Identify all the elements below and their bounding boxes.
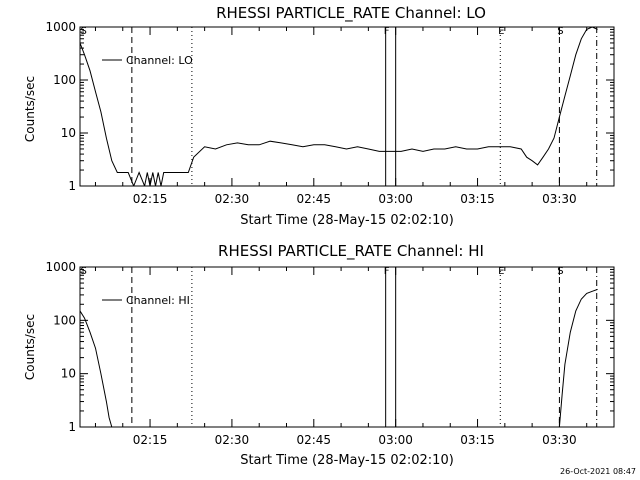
panel-hi-xlabel: Start Time (28-May-15 02:02:10) <box>240 453 454 468</box>
panel-hi-legend-label: Channel: HI <box>126 294 190 307</box>
panel-lo-marker-label: S <box>557 26 563 37</box>
panel-lo-axes-frame <box>79 26 615 187</box>
panel-hi-ytick-label: 100 <box>53 313 76 327</box>
panel-lo-ytick-label: 10 <box>61 126 76 140</box>
panel-hi-marker-label: E <box>498 266 504 277</box>
panel-hi-title: RHESSI PARTICLE_RATE Channel: HI <box>218 242 484 261</box>
panel-hi: RHESSI PARTICLE_RATE Channel: HI Start T… <box>23 242 615 468</box>
panel-lo-ylabel: Counts/sec <box>23 76 37 142</box>
panel-lo-marker-label: E <box>498 26 504 37</box>
panel-hi-series-line <box>80 310 113 427</box>
panel-lo-xtick-label: 03:15 <box>460 192 495 206</box>
panel-hi-ytick-label: 1000 <box>45 260 76 274</box>
panel-lo-xtick-label: 03:30 <box>542 192 577 206</box>
panel-hi-series-line <box>558 288 598 427</box>
panel-hi-marker-label: F <box>384 266 390 277</box>
panel-hi-ytick-label: 1 <box>68 420 76 434</box>
panel-lo-xtick-label: 03:00 <box>378 192 413 206</box>
panel-hi-xtick-label: 03:30 <box>542 433 577 447</box>
panel-hi-xtick-label: 03:15 <box>460 433 495 447</box>
panel-lo-ytick-label: 1000 <box>45 20 76 34</box>
panel-lo: RHESSI PARTICLE_RATE Channel: LO Start T… <box>23 4 615 228</box>
panel-lo-series-line <box>80 27 598 186</box>
panel-lo-marker-label: F <box>384 26 390 37</box>
panel-lo-xtick-label: 02:15 <box>133 192 168 206</box>
panel-lo-xtick-label: 02:30 <box>215 192 250 206</box>
panel-hi-axes-frame <box>79 266 615 428</box>
panel-lo-legend-label: Channel: LO <box>126 54 193 67</box>
panel-lo-xtick-label: 02:45 <box>296 192 331 206</box>
plot-timestamp: 26-Oct-2021 08:47 <box>560 467 636 476</box>
panel-hi-xtick-label: 02:15 <box>133 433 168 447</box>
panel-lo-ytick-label: 100 <box>53 73 76 87</box>
panel-hi-ytick-label: 10 <box>61 367 76 381</box>
panel-lo-marker-label: S <box>81 26 87 37</box>
panel-hi-xtick-label: 02:30 <box>215 433 250 447</box>
panel-hi-xtick-label: 03:00 <box>378 433 413 447</box>
panel-hi-ylabel: Counts/sec <box>23 314 37 380</box>
panel-lo-xlabel: Start Time (28-May-15 02:02:10) <box>240 213 454 228</box>
panel-hi-marker-label: S <box>557 266 563 277</box>
panel-hi-marker-label: S <box>81 266 87 277</box>
panel-hi-xtick-label: 02:45 <box>296 433 331 447</box>
panel-lo-ytick-label: 1 <box>68 179 76 193</box>
panel-lo-title: RHESSI PARTICLE_RATE Channel: LO <box>216 4 486 23</box>
